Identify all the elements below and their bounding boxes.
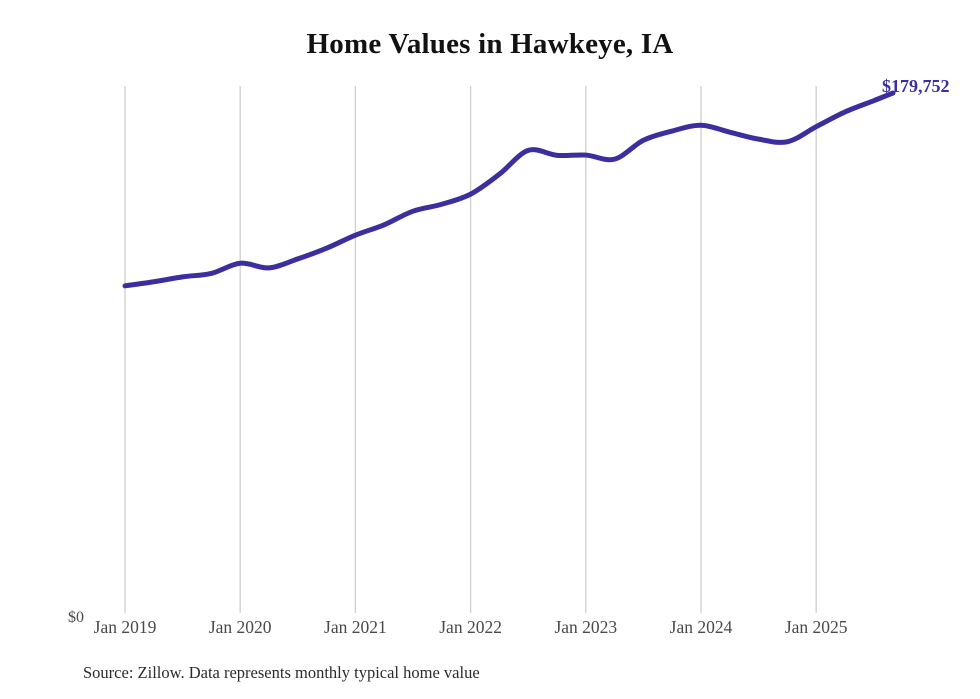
line-series-typical-home-value [122,90,896,289]
x-axis-tick-jan-2022: Jan 2022 [439,617,502,637]
y-axis-tick-label-zero: $0 [68,609,84,626]
x-axis-tick-jan-2020: Jan 2020 [208,617,272,637]
x-axis-tick-jan-2023: Jan 2023 [554,617,618,637]
x-axis-tick-jan-2024: Jan 2024 [669,617,733,637]
source-note: Source: Zillow. Data represents monthly … [83,663,480,682]
x-axis-tick-jan-2019: Jan 2019 [93,617,157,637]
chart-title: Home Values in Hawkeye, IA [306,28,674,60]
x-axis-tick-jan-2021: Jan 2021 [324,617,387,637]
x-axis-tick-jan-2025: Jan 2025 [784,617,848,637]
end-value-annotation: $179,752 [882,76,950,96]
data-series-group [122,90,896,289]
gridline-group [124,86,817,613]
